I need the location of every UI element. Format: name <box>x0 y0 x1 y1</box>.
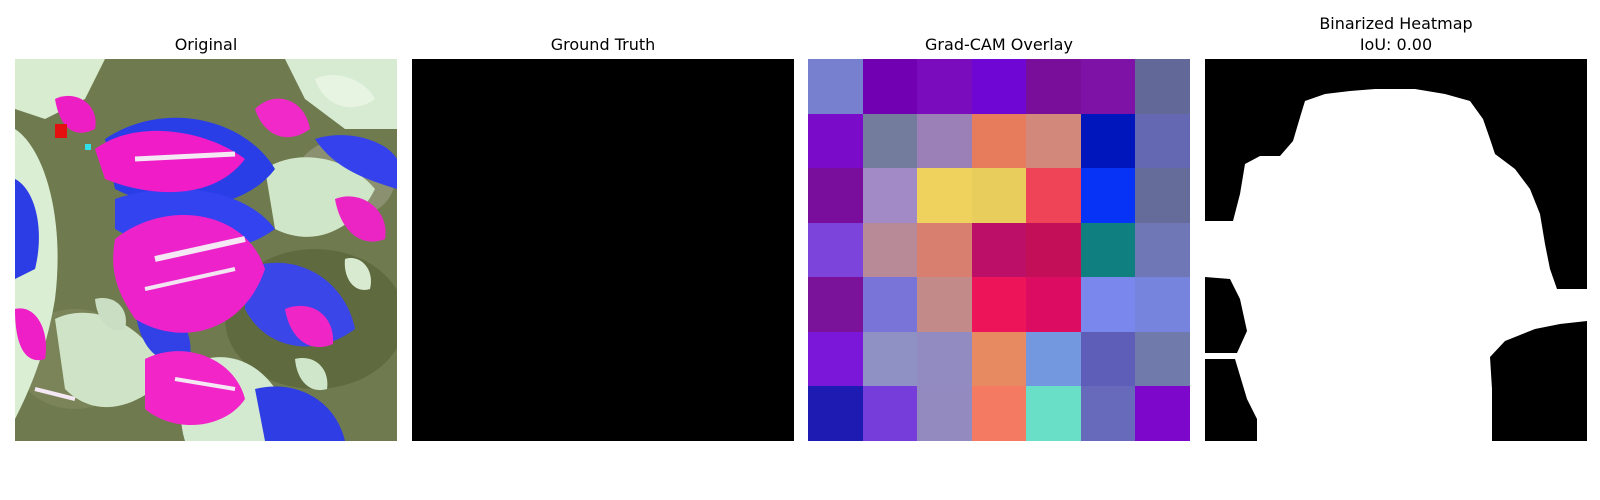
gradcam-cell <box>1081 168 1135 223</box>
gradcam-cell <box>1135 59 1190 114</box>
gradcam-cell <box>1026 168 1081 223</box>
gradcam-cell <box>917 223 972 277</box>
gradcam-cell <box>808 59 863 114</box>
gradcam-cell <box>1135 386 1190 441</box>
gradcam-cell <box>1135 332 1190 386</box>
gradcam-cell <box>1135 168 1190 223</box>
binarized-mask-graphic <box>1205 59 1587 441</box>
gradcam-cell <box>1081 332 1135 386</box>
gradcam-cell <box>1081 223 1135 277</box>
gradcam-cell <box>1081 386 1135 441</box>
gradcam-title: Grad-CAM Overlay <box>925 35 1073 54</box>
gradcam-cell <box>1081 114 1135 168</box>
gradcam-cell <box>1026 332 1081 386</box>
gradcam-cell <box>1135 114 1190 168</box>
gradcam-cell <box>972 114 1026 168</box>
ground-truth-mask <box>412 59 794 441</box>
gradcam-cell <box>1026 386 1081 441</box>
binarized-title-line1: Binarized Heatmap <box>1319 14 1473 33</box>
gradcam-cell <box>808 168 863 223</box>
gradcam-cell <box>1135 277 1190 332</box>
gradcam-cell <box>972 168 1026 223</box>
original-image-graphic <box>15 59 397 441</box>
gradcam-cell <box>1081 59 1135 114</box>
gradcam-cell <box>863 277 917 332</box>
gradcam-cell <box>863 386 917 441</box>
binarized-heatmap <box>1205 59 1587 441</box>
gradcam-cell <box>863 114 917 168</box>
gradcam-cell <box>1135 223 1190 277</box>
gradcam-cell <box>808 223 863 277</box>
binarized-foreground-region <box>1205 89 1587 441</box>
gradcam-cell <box>972 223 1026 277</box>
gradcam-cell <box>1026 277 1081 332</box>
gradcam-cell <box>1026 114 1081 168</box>
gradcam-cell <box>917 386 972 441</box>
gradcam-cell <box>972 59 1026 114</box>
gradcam-cell <box>972 332 1026 386</box>
gradcam-overlay <box>808 59 1190 441</box>
gradcam-cell <box>1026 223 1081 277</box>
gradcam-cell <box>863 223 917 277</box>
binarized-title: Binarized Heatmap IoU: 0.00 <box>1205 13 1587 55</box>
gradcam-cell <box>863 332 917 386</box>
gradcam-grid <box>808 59 1190 441</box>
gradcam-cell <box>808 277 863 332</box>
gradcam-cell <box>863 59 917 114</box>
gradcam-cell <box>917 332 972 386</box>
gradcam-cell <box>972 277 1026 332</box>
gradcam-cell <box>808 114 863 168</box>
ground-truth-title: Ground Truth <box>550 35 656 54</box>
gradcam-cell <box>808 332 863 386</box>
gradcam-cell <box>1081 277 1135 332</box>
gradcam-cell <box>863 168 917 223</box>
gradcam-cell <box>917 277 972 332</box>
gradcam-cell <box>917 59 972 114</box>
gradcam-cell <box>808 386 863 441</box>
original-image <box>15 59 397 441</box>
gradcam-cell <box>917 114 972 168</box>
iou-label: IoU: 0.00 <box>1359 35 1433 54</box>
original-title: Original <box>174 35 238 54</box>
gradcam-cell <box>917 168 972 223</box>
gradcam-cell <box>972 386 1026 441</box>
gradcam-cell <box>1026 59 1081 114</box>
